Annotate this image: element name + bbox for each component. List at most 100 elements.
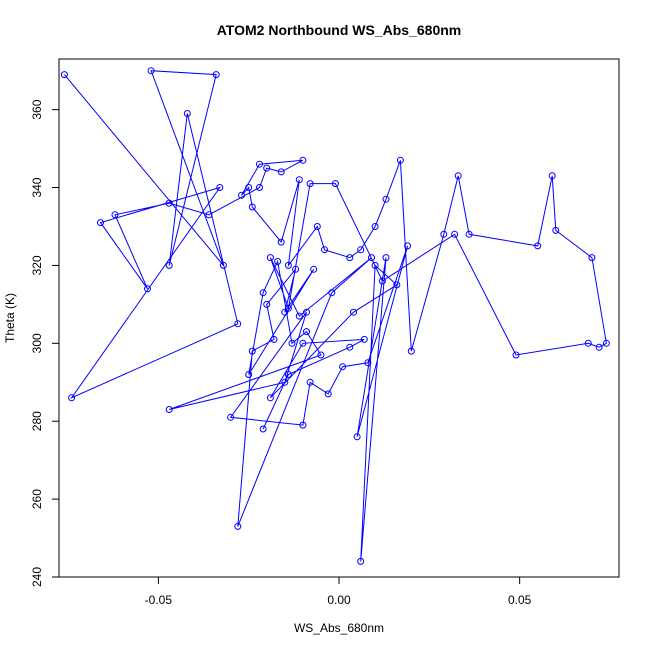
data-point bbox=[512, 351, 520, 359]
data-point bbox=[299, 421, 307, 429]
y-tick-label: 280 bbox=[30, 411, 44, 431]
data-point bbox=[382, 195, 390, 203]
data-point bbox=[144, 285, 151, 293]
data-point bbox=[299, 339, 307, 347]
data-point bbox=[588, 254, 596, 262]
data-point bbox=[378, 277, 386, 285]
y-tick-label: 320 bbox=[30, 255, 44, 275]
data-point bbox=[393, 281, 401, 289]
data-point bbox=[274, 258, 282, 265]
plot-frame bbox=[58, 58, 620, 578]
data-point bbox=[277, 168, 285, 176]
data-point bbox=[407, 347, 415, 355]
data-point bbox=[248, 347, 256, 355]
y-tick-label: 340 bbox=[30, 177, 44, 197]
y-tick-label: 360 bbox=[30, 99, 44, 119]
x-axis-label: WS_Abs_680nm bbox=[294, 621, 384, 635]
data-point bbox=[346, 343, 354, 351]
data-point bbox=[263, 164, 271, 172]
data-point bbox=[259, 425, 267, 433]
data-point bbox=[357, 246, 365, 254]
data-point bbox=[147, 67, 155, 75]
x-tick-label: -0.05 bbox=[145, 593, 173, 607]
data-point bbox=[284, 261, 292, 269]
x-tick-label: 0.00 bbox=[327, 593, 351, 607]
data-point bbox=[277, 238, 285, 246]
data-point bbox=[219, 261, 227, 269]
data-point bbox=[548, 172, 556, 180]
data-point bbox=[317, 351, 325, 359]
data-point bbox=[371, 223, 379, 230]
data-point bbox=[306, 180, 314, 188]
data-point bbox=[371, 261, 379, 269]
data-point bbox=[451, 230, 459, 238]
data-point bbox=[552, 226, 560, 234]
x-tick-label: 0.05 bbox=[508, 593, 532, 607]
data-point bbox=[328, 289, 336, 297]
data-point bbox=[602, 339, 610, 347]
chart-title: ATOM2 Northbound WS_Abs_680nm bbox=[217, 22, 462, 38]
data-point bbox=[534, 242, 542, 250]
data-point bbox=[165, 199, 173, 207]
data-point bbox=[382, 254, 390, 262]
data-point bbox=[324, 390, 332, 398]
data-point bbox=[404, 242, 412, 250]
data-point bbox=[259, 289, 267, 297]
data-point bbox=[299, 156, 307, 164]
data-point bbox=[248, 203, 256, 211]
data-point bbox=[321, 246, 328, 254]
data-point bbox=[295, 312, 303, 320]
data-point bbox=[205, 211, 213, 219]
data-point bbox=[270, 335, 278, 343]
data-point bbox=[97, 219, 104, 227]
data-point bbox=[238, 191, 245, 199]
data-point bbox=[331, 180, 339, 188]
y-tick-label: 300 bbox=[30, 333, 44, 353]
data-point bbox=[245, 184, 253, 191]
data-point bbox=[165, 261, 173, 269]
data-point bbox=[339, 363, 347, 371]
y-axis: 240 260 280 300 320 340 360 bbox=[30, 99, 59, 587]
data-point bbox=[234, 320, 242, 328]
data-point bbox=[68, 394, 76, 402]
data-point bbox=[256, 184, 263, 191]
data-point bbox=[303, 308, 310, 316]
data-point bbox=[281, 378, 289, 386]
data-point bbox=[350, 308, 357, 316]
data-point bbox=[212, 71, 220, 79]
x-axis: -0.05 0.00 0.05 bbox=[145, 577, 532, 607]
series-layer bbox=[60, 67, 610, 565]
data-point bbox=[165, 406, 173, 413]
data-point bbox=[234, 522, 242, 530]
data-point bbox=[465, 230, 473, 238]
data-point bbox=[256, 160, 263, 168]
data-point bbox=[227, 413, 235, 421]
data-point bbox=[60, 71, 68, 79]
data-point bbox=[288, 339, 296, 347]
data-point bbox=[396, 156, 404, 164]
data-point bbox=[584, 339, 592, 347]
data-point bbox=[454, 172, 462, 180]
data-point bbox=[595, 343, 603, 351]
y-axis-label: Theta (K) bbox=[3, 293, 17, 343]
data-point bbox=[353, 433, 361, 441]
data-point bbox=[292, 265, 300, 273]
data-point bbox=[245, 371, 253, 378]
data-point bbox=[303, 328, 310, 336]
data-point bbox=[111, 211, 119, 219]
data-point bbox=[266, 394, 274, 402]
data-point bbox=[281, 308, 289, 316]
y-tick-label: 240 bbox=[30, 567, 44, 587]
data-point bbox=[360, 335, 368, 343]
data-point bbox=[310, 265, 318, 273]
data-point bbox=[306, 378, 314, 386]
data-point bbox=[295, 176, 303, 184]
data-point bbox=[440, 230, 448, 238]
data-point bbox=[183, 110, 191, 117]
y-tick-label: 260 bbox=[30, 489, 44, 509]
data-point bbox=[266, 254, 274, 262]
data-point bbox=[313, 223, 321, 230]
data-point bbox=[357, 557, 365, 565]
data-point bbox=[368, 254, 375, 262]
